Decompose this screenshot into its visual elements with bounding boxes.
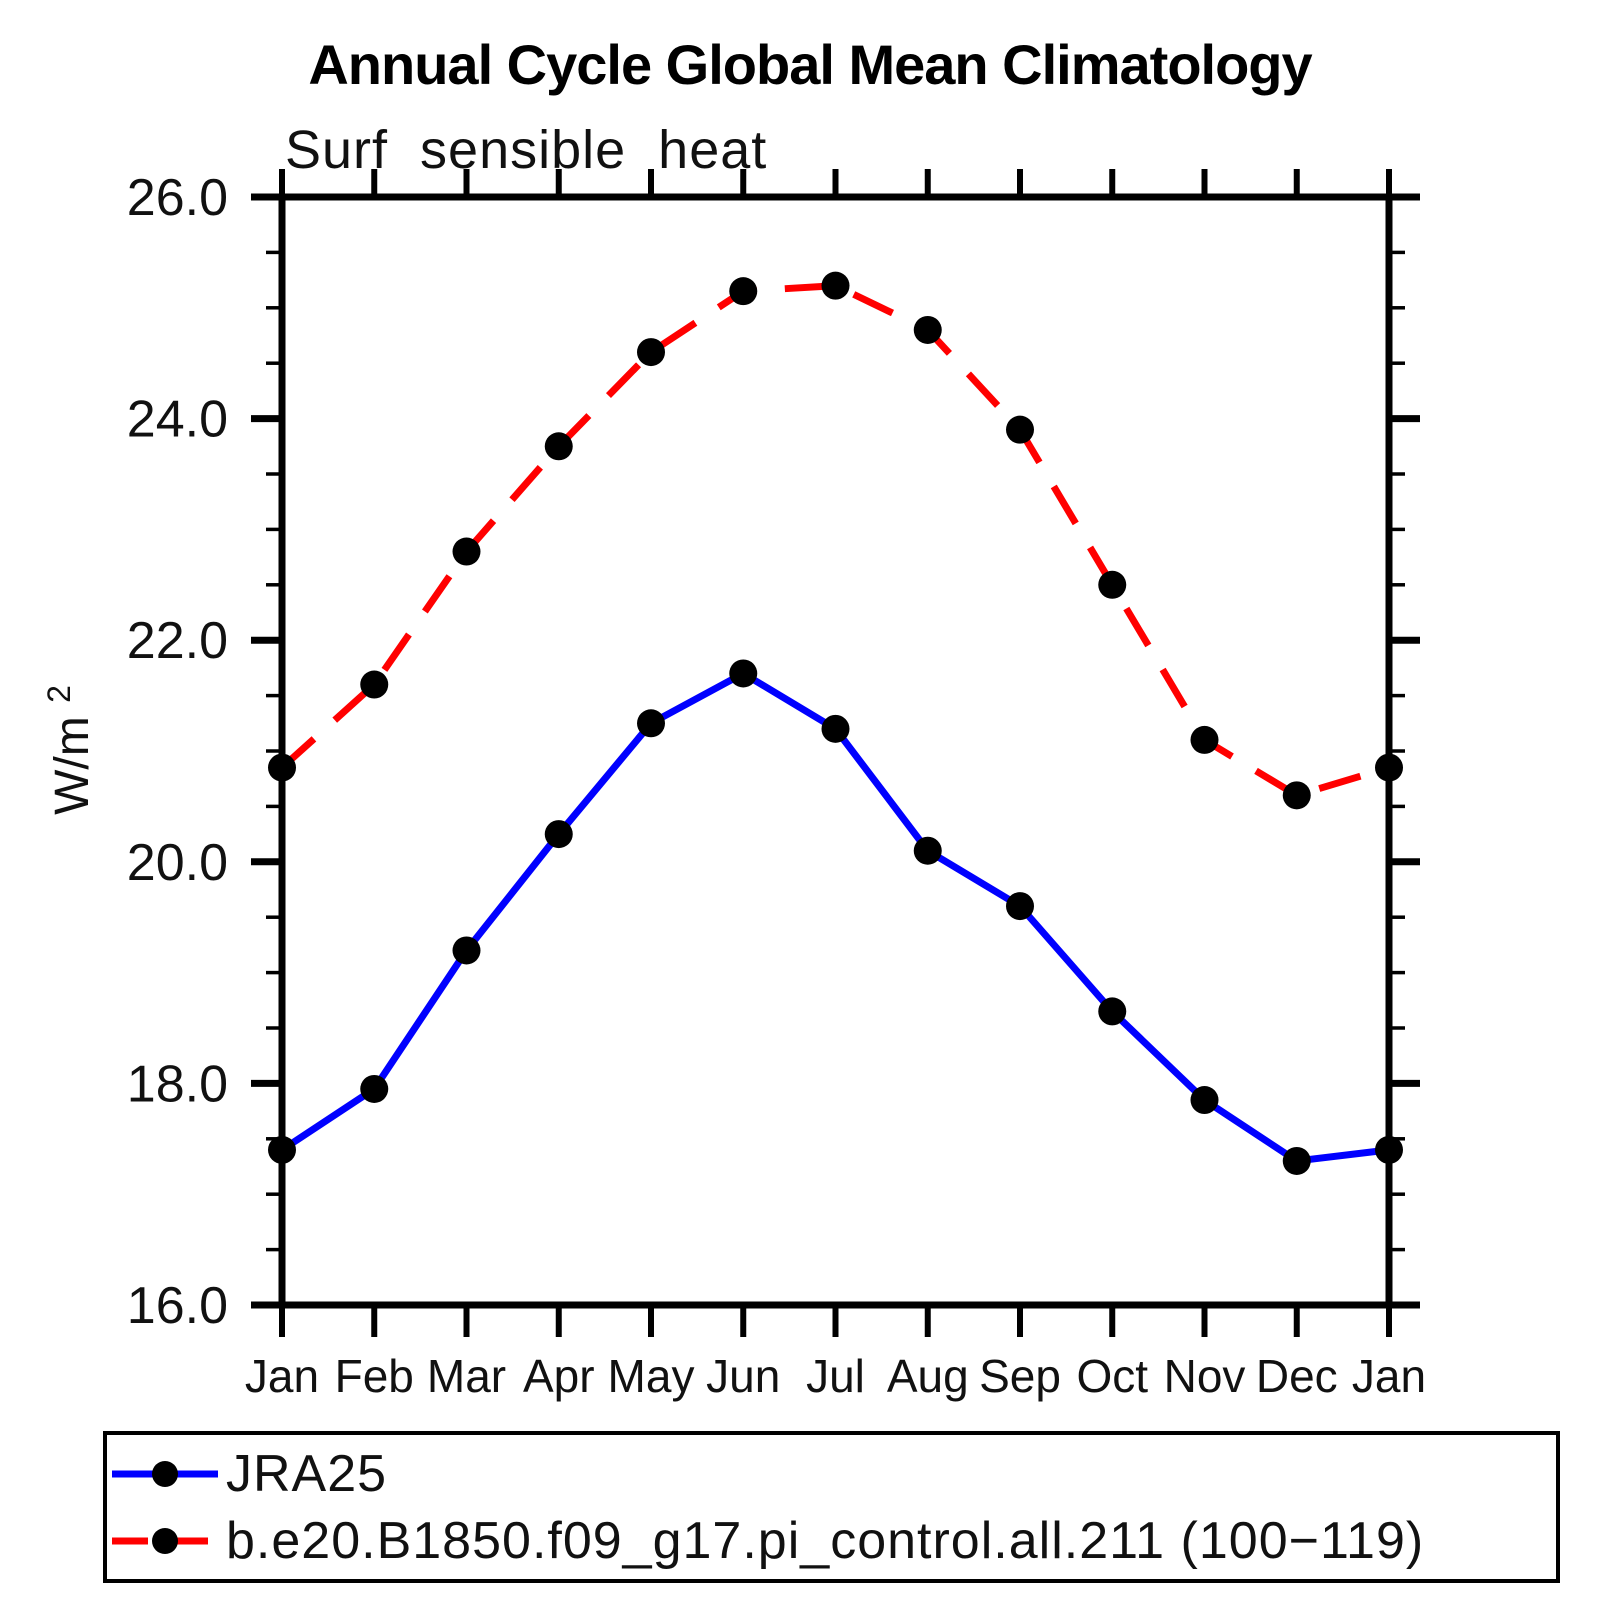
data-point-1-Feb (360, 670, 389, 699)
x-tick-label: Jun (706, 1350, 780, 1402)
y-axis-title: W/m 2 (41, 685, 99, 815)
y-tick-label: 24.0 (127, 391, 228, 449)
series-line-0 (280, 669, 1390, 1165)
data-point-0-Apr (544, 820, 573, 849)
page-title: Annual Cycle Global Mean Climatology (308, 33, 1312, 96)
legend: JRA25 b.e20.B1850.f09_g17.pi_control.all… (103, 1431, 1560, 1583)
data-point-0-Feb (360, 1074, 389, 1103)
data-point-1-Jan (1375, 753, 1403, 782)
y-axis-title-base: W/m (46, 716, 99, 815)
data-point-0-Mar (452, 936, 481, 965)
y-tick-label: 22.0 (127, 612, 228, 670)
data-point-1-Dec (1282, 781, 1311, 810)
legend-box (103, 1431, 1560, 1583)
data-point-1-Nov (1190, 725, 1219, 754)
y-tick-label: 18.0 (127, 1055, 228, 1113)
legend-marker-jra25 (152, 1461, 178, 1487)
data-point-0-Dec (1282, 1146, 1311, 1175)
data-point-1-Sep (1006, 415, 1034, 444)
data-point-0-Aug (913, 836, 942, 865)
x-tick-label: Aug (887, 1350, 969, 1402)
legend-label-model: b.e20.B1850.f09_g17.pi_control.all.211 (… (226, 1512, 1424, 1570)
data-point-1-Apr (544, 432, 573, 461)
x-tick-label: Jan (245, 1350, 319, 1402)
data-point-0-Oct (1098, 997, 1127, 1026)
data-point-0-Jan (268, 1135, 296, 1164)
y-tick-label: 20.0 (127, 834, 228, 892)
x-tick-label: Nov (1164, 1350, 1246, 1402)
data-point-0-Nov (1190, 1086, 1219, 1115)
data-point-1-Mar (452, 537, 481, 566)
data-point-0-Jul (821, 714, 850, 743)
y-axis-title-exponent: 2 (41, 685, 77, 703)
data-point-0-May (637, 709, 665, 738)
data-point-1-Jun (729, 277, 758, 306)
x-tick-label: Jul (806, 1350, 865, 1402)
chart-subtitle: Surf sensible heat (285, 120, 767, 180)
legend-label-jra25: JRA25 (226, 1445, 387, 1503)
data-point-1-Jan (268, 753, 296, 782)
legend-marker-model (152, 1528, 178, 1554)
x-tick-label: Mar (427, 1350, 506, 1402)
y-tick-label: 26.0 (127, 169, 228, 227)
y-tick-label: 16.0 (127, 1277, 228, 1335)
x-tick-label: Oct (1076, 1350, 1148, 1402)
x-tick-label: Jan (1352, 1350, 1426, 1402)
series-layer (268, 271, 1403, 1175)
data-point-1-May (637, 338, 665, 367)
data-point-0-Jan (1375, 1135, 1403, 1164)
x-tick-label: May (608, 1350, 695, 1402)
data-point-0-Sep (1006, 892, 1034, 921)
data-point-1-Oct (1098, 570, 1127, 599)
x-tick-label: Dec (1256, 1350, 1338, 1402)
axes-layer: Jan Feb Mar Apr May Jun Jul Aug Sep Oct Nov Dec Jan 1… (127, 169, 1426, 1402)
data-point-1-Aug (913, 315, 942, 344)
data-point-1-Jul (821, 271, 850, 300)
x-tick-label: Feb (335, 1350, 414, 1402)
x-tick-label: Apr (523, 1350, 595, 1402)
data-point-0-Jun (729, 659, 758, 688)
x-tick-label: Sep (979, 1350, 1061, 1402)
